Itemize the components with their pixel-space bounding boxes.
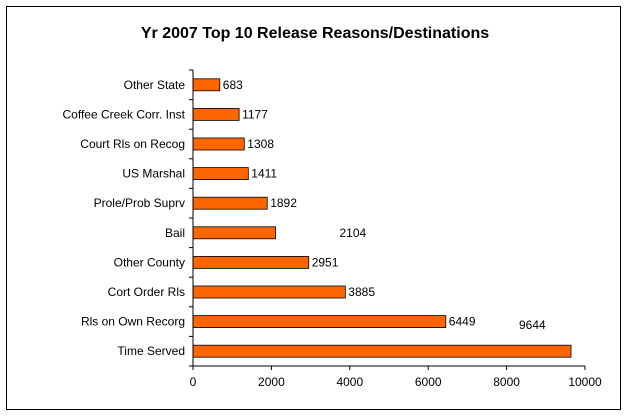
value-label: 2104: [340, 226, 367, 240]
x-tick-labels: 0 2000 4000 6000 8000 10000: [190, 375, 602, 389]
bar: [192, 285, 346, 299]
category-label: Coffee Creek Corr. Inst: [63, 107, 186, 121]
x-tick-label: 0: [190, 375, 197, 389]
category-label: Prole/Prob Suprv: [94, 196, 185, 210]
bar: [192, 226, 276, 240]
axes: [189, 69, 586, 370]
value-label: 3885: [348, 285, 375, 299]
category-labels: Other State Coffee Creek Corr. Inst Court …: [63, 78, 186, 358]
value-label: 683: [223, 78, 243, 92]
category-label: Time Served: [117, 344, 185, 358]
category-label: Rls on Own Recorg: [81, 315, 185, 329]
category-label: Court Rls on Recog: [80, 137, 185, 151]
chart-frame: [6, 6, 621, 410]
value-labels: 683 1177 1308 1411 1892 2104 2951 3885 6449 9644: [223, 78, 546, 332]
value-label: 9644: [519, 318, 546, 332]
chart-title: Yr 2007 Top 10 Release Reasons/Destinati…: [141, 25, 489, 42]
bar: [192, 315, 447, 329]
x-tick-label: 4000: [336, 375, 363, 389]
value-label: 1308: [247, 137, 274, 151]
bars-group: [192, 78, 572, 358]
bar: [192, 344, 572, 358]
category-label: US Marshal: [122, 167, 185, 181]
value-label: 2951: [312, 255, 339, 269]
category-label: Cort Order Rls: [108, 285, 185, 299]
value-label: 1411: [251, 167, 277, 181]
category-label: Other State: [124, 78, 186, 92]
value-label: 1892: [270, 196, 297, 210]
bar: [192, 108, 240, 121]
bar: [192, 137, 245, 151]
x-tick-label: 10000: [568, 375, 602, 389]
bar: [192, 255, 310, 269]
value-label: 1177: [242, 107, 268, 121]
value-label: 6449: [449, 315, 476, 329]
x-tick-label: 8000: [493, 375, 520, 389]
category-label: Bail: [165, 226, 185, 240]
bar: [192, 78, 221, 92]
bar: [192, 196, 268, 210]
category-label: Other County: [114, 255, 185, 269]
x-tick-label: 2000: [258, 375, 285, 389]
x-tick-label: 6000: [415, 375, 442, 389]
bar: [192, 167, 249, 181]
